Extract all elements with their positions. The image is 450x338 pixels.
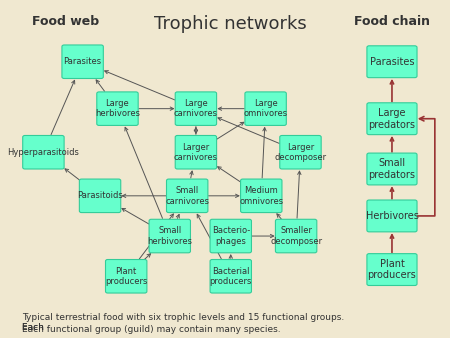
FancyBboxPatch shape xyxy=(79,179,121,213)
Text: Large
carnivores: Large carnivores xyxy=(174,99,218,118)
Text: Plant
producers: Plant producers xyxy=(105,267,148,286)
Text: Large
herbivores: Large herbivores xyxy=(95,99,140,118)
Text: Small
herbivores: Small herbivores xyxy=(147,226,192,246)
Text: Larger
carnivores: Larger carnivores xyxy=(174,143,218,162)
Text: Plant
producers: Plant producers xyxy=(368,259,416,280)
FancyBboxPatch shape xyxy=(166,179,208,213)
FancyBboxPatch shape xyxy=(367,46,417,78)
Text: Each: Each xyxy=(22,323,46,332)
Text: Bacterio-
phages: Bacterio- phages xyxy=(212,226,250,246)
Text: Parasites: Parasites xyxy=(370,57,414,67)
FancyBboxPatch shape xyxy=(22,136,64,169)
Text: Food chain: Food chain xyxy=(354,15,430,28)
FancyBboxPatch shape xyxy=(275,219,317,253)
FancyBboxPatch shape xyxy=(210,260,252,293)
Text: Hyperparasitoids: Hyperparasitoids xyxy=(8,148,79,157)
Text: Parasites: Parasites xyxy=(63,57,102,66)
Text: Each functional group (guild) may contain many species.: Each functional group (guild) may contai… xyxy=(22,325,280,334)
FancyBboxPatch shape xyxy=(367,200,417,232)
Text: Trophic networks: Trophic networks xyxy=(154,15,307,33)
Text: Parasitoids: Parasitoids xyxy=(77,191,123,200)
FancyBboxPatch shape xyxy=(105,260,147,293)
Text: Larger
decomposer: Larger decomposer xyxy=(274,143,327,162)
Text: Large
predators: Large predators xyxy=(369,108,415,129)
FancyBboxPatch shape xyxy=(175,136,216,169)
FancyBboxPatch shape xyxy=(241,179,282,213)
FancyBboxPatch shape xyxy=(62,45,104,78)
Text: Large
omnivores: Large omnivores xyxy=(243,99,288,118)
Text: Typical terrestrial food with six trophic levels and 15 functional groups.: Typical terrestrial food with six trophi… xyxy=(22,313,344,322)
FancyBboxPatch shape xyxy=(245,92,286,125)
FancyBboxPatch shape xyxy=(210,219,252,253)
FancyBboxPatch shape xyxy=(175,92,216,125)
Text: Small
predators: Small predators xyxy=(369,158,415,180)
FancyBboxPatch shape xyxy=(367,254,417,286)
Text: Food web: Food web xyxy=(32,15,99,28)
FancyBboxPatch shape xyxy=(149,219,190,253)
Text: Smaller
decomposer: Smaller decomposer xyxy=(270,226,322,246)
FancyBboxPatch shape xyxy=(97,92,138,125)
FancyBboxPatch shape xyxy=(280,136,321,169)
Text: Small
carnivores: Small carnivores xyxy=(165,186,209,206)
Text: Bacterial
producers: Bacterial producers xyxy=(210,267,252,286)
FancyBboxPatch shape xyxy=(367,103,417,135)
FancyBboxPatch shape xyxy=(367,153,417,185)
Text: Medium
omnivores: Medium omnivores xyxy=(239,186,284,206)
Text: Herbivores: Herbivores xyxy=(365,211,418,221)
Text: Each: Each xyxy=(22,323,46,332)
